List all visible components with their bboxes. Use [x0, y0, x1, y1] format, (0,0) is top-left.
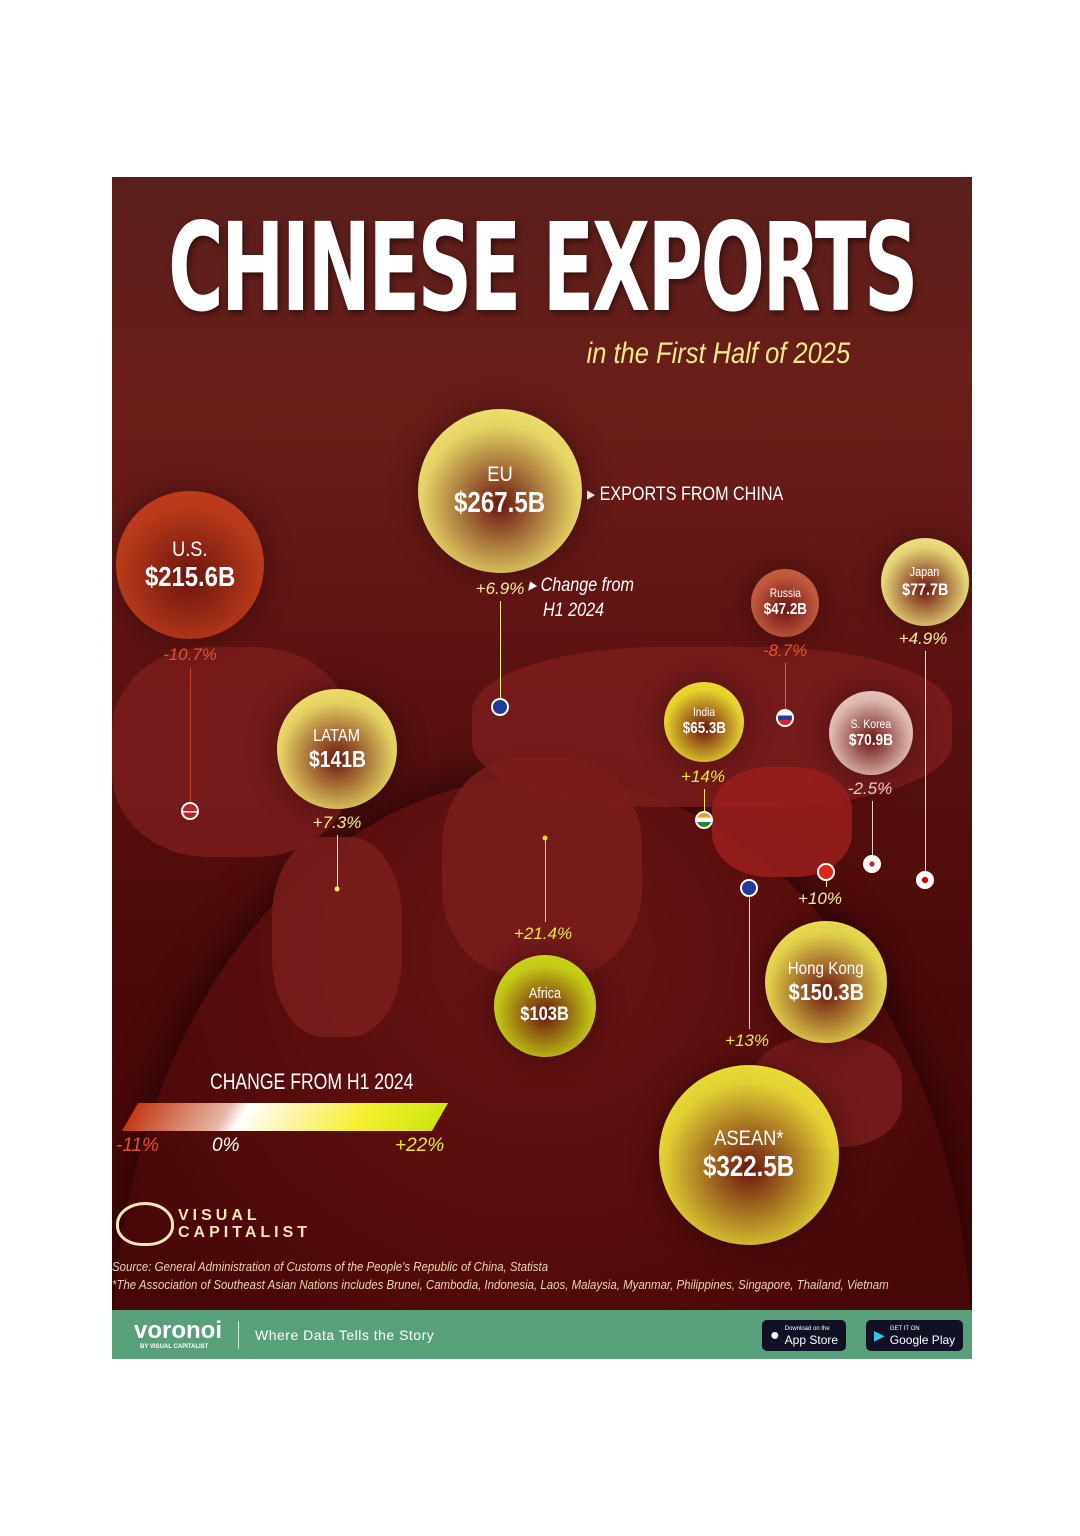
bubble-value-latam: $141B — [308, 745, 366, 772]
infographic: CHINESE EXPORTS in the First Half of 202… — [112, 177, 972, 1359]
bubble-value-asean: $322.5B — [703, 1151, 795, 1184]
bubble-label-u-s: U.S. — [172, 536, 208, 561]
source-note: Source: General Administration of Custom… — [112, 1259, 549, 1274]
vc-logo-mark-icon — [116, 1202, 174, 1246]
footer-bar: voronoi BY VISUAL CAPITALIST Where Data … — [112, 1310, 972, 1359]
visual-capitalist-logo: VISUAL CAPITALIST — [116, 1202, 311, 1246]
google-play-label: Google Play — [889, 1332, 956, 1347]
bubble-value-u-s: $215.6B — [144, 561, 236, 593]
bubble-india: India $65.3B — [663, 681, 745, 763]
change-annotation-line1: Change from — [540, 575, 634, 596]
flag-russia-icon — [776, 709, 794, 727]
change-label-hong-kong: +10% — [798, 889, 842, 908]
tagline: Where Data Tells the Story — [255, 1326, 435, 1343]
stem-s-korea — [872, 801, 873, 864]
stem-latam — [337, 835, 338, 889]
google-play-icon: ▶ — [874, 1327, 885, 1343]
change-annotation-line2: H1 2024 — [543, 600, 605, 621]
bubble-latam: LATAM $141B — [277, 689, 397, 809]
flag-south-korea-icon — [863, 855, 881, 873]
change-label-s-korea: -2.5% — [847, 779, 893, 798]
flag-us-icon — [181, 802, 199, 820]
apple-icon: ● — [770, 1326, 780, 1344]
flag-japan-icon — [916, 871, 934, 889]
legend-max-label: +22% — [395, 1135, 445, 1156]
bubble-value-eu: $267.5B — [454, 487, 546, 520]
legend-title: CHANGE FROM H1 2024 — [210, 1069, 414, 1094]
stem-india — [704, 789, 705, 820]
bubble-label-s-korea: S. Korea — [850, 716, 892, 731]
bubble-label-latam: LATAM — [313, 724, 361, 745]
logo-line2: CAPITALIST — [178, 1224, 312, 1241]
bubble-value-russia: $47.2B — [763, 600, 807, 618]
bubble-label-russia: Russia — [769, 586, 801, 601]
bubble-value-africa: $103B — [520, 1003, 570, 1026]
google-play-button[interactable]: ▶ GET IT ON Google Play — [866, 1320, 964, 1351]
bubble-s-korea: S. Korea $70.9B — [828, 690, 914, 776]
bubble-label-africa: Africa — [528, 986, 562, 1003]
app-store-small: Download on the — [784, 1325, 830, 1332]
footnote: *The Association of Southeast Asian Nati… — [112, 1277, 889, 1292]
app-store-label: App Store — [784, 1332, 839, 1347]
change-label-india: +14% — [681, 767, 725, 786]
bubble-value-japan: $77.7B — [901, 579, 949, 599]
bubble-label-hong-kong: Hong Kong — [788, 958, 864, 979]
bubble-value-india: $65.3B — [682, 719, 726, 737]
stem-asean — [749, 888, 750, 1029]
flag-hong-kong-icon — [817, 863, 835, 881]
change-label-russia: -8.7% — [762, 641, 808, 660]
change-label-africa: +21.4% — [513, 924, 573, 943]
logo-line1: VISUAL — [178, 1207, 261, 1224]
voronoi-sub: BY VISUAL CAPITALIST — [140, 1343, 209, 1350]
change-label-eu: +6.9% — [475, 579, 525, 598]
google-play-small: GET IT ON — [889, 1325, 920, 1332]
legend-color-scale — [121, 1103, 449, 1131]
chart-title: CHINESE EXPORTS — [168, 197, 918, 339]
stem-africa — [545, 838, 546, 922]
flag-asean-icon — [740, 879, 758, 897]
bubble-label-eu: EU — [487, 461, 513, 487]
stem-u-s — [190, 667, 191, 811]
flag-eu-icon — [491, 698, 509, 716]
dot-latam — [334, 886, 340, 892]
bubble-hong-kong: Hong Kong $150.3B — [764, 920, 888, 1044]
change-label-latam: +7.3% — [312, 813, 362, 832]
bubble-value-hong-kong: $150.3B — [788, 978, 864, 1005]
exports-annotation-text: EXPORTS FROM CHINA — [599, 484, 784, 505]
bubble-russia: Russia $47.2B — [750, 568, 820, 638]
legend-min-label: -11% — [116, 1135, 159, 1156]
change-label-u-s: -10.7% — [163, 645, 217, 664]
app-store-button[interactable]: ● Download on the App Store — [762, 1320, 847, 1351]
chart-subtitle: in the First Half of 2025 — [586, 337, 850, 370]
change-annotation: ▸ Change from — [528, 575, 634, 596]
stem-eu — [500, 601, 501, 707]
bubble-label-japan: Japan — [910, 563, 940, 579]
bubble-u-s: U.S. $215.6B — [116, 491, 264, 639]
bubble-africa: Africa $103B — [494, 955, 596, 1057]
bubble-value-s-korea: $70.9B — [848, 730, 894, 749]
divider — [238, 1320, 239, 1349]
china-landmass — [712, 767, 852, 877]
bubble-japan: Japan $77.7B — [880, 537, 970, 627]
change-label-asean: +13% — [725, 1031, 769, 1050]
change-label-japan: +4.9% — [898, 629, 948, 648]
voronoi-brand[interactable]: voronoi BY VISUAL CAPITALIST — [134, 1316, 222, 1351]
legend-mid-label: 0% — [212, 1135, 240, 1156]
bubble-asean: ASEAN* $322.5B — [659, 1065, 839, 1245]
dot-africa — [542, 835, 548, 841]
bubble-label-india: India — [692, 705, 716, 720]
stem-russia — [785, 663, 786, 718]
voronoi-logo[interactable]: voronoi — [134, 1316, 222, 1344]
bubble-label-asean: ASEAN* — [714, 1125, 784, 1151]
flag-india-icon — [695, 811, 713, 829]
stem-japan — [925, 651, 926, 880]
exports-annotation: ▸ EXPORTS FROM CHINA — [587, 484, 784, 505]
bubble-eu: EU $267.5B — [418, 409, 582, 573]
